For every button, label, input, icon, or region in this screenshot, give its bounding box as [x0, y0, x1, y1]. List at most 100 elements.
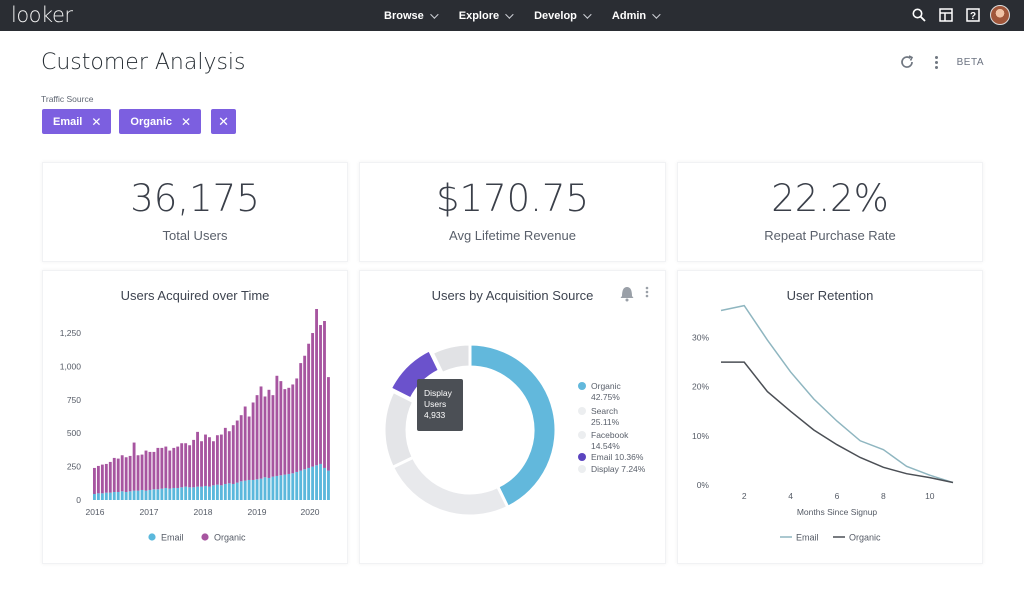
kpi-value: 22.2% — [771, 177, 889, 220]
legend-label: Organic — [849, 533, 881, 543]
bar-email — [156, 489, 160, 500]
bar-email — [243, 480, 247, 500]
refresh-icon[interactable] — [897, 52, 917, 72]
bar-organic — [315, 308, 318, 466]
bar-organic — [96, 465, 100, 494]
bar-email — [124, 491, 128, 500]
bar-email — [223, 483, 227, 500]
legend-label: Facebook — [591, 430, 629, 440]
more-options-icon[interactable] — [645, 286, 649, 298]
nav-admin[interactable]: Admin — [612, 10, 661, 22]
bar-email — [168, 488, 172, 500]
more-options-icon[interactable] — [927, 52, 947, 72]
dashboard-icon[interactable] — [935, 4, 957, 26]
filter-chip-email[interactable]: Email ✕ — [42, 109, 112, 134]
bar-organic — [299, 363, 303, 471]
bar-email — [132, 490, 136, 500]
bar-organic — [156, 447, 160, 490]
tooltip-value: 4,933 — [424, 410, 446, 420]
bar-organic — [227, 431, 231, 484]
y-tick-label: 1,250 — [60, 328, 82, 338]
bar-organic — [200, 441, 203, 487]
bar-email — [295, 471, 299, 500]
bar-email — [215, 484, 219, 500]
tooltip-line: Users — [424, 399, 446, 409]
donut-slice-facebook — [382, 389, 416, 470]
chevron-down-icon — [429, 9, 439, 19]
legend-label: Email 10.36% — [591, 452, 644, 462]
chip-label: Email — [53, 115, 83, 128]
bar-organic — [148, 451, 152, 490]
chevron-down-icon — [505, 9, 514, 19]
legend-value: 14.54% — [591, 441, 620, 451]
bar-email — [148, 489, 152, 500]
search-icon[interactable] — [908, 4, 930, 26]
bar-organic — [231, 425, 235, 484]
clear-filters-button[interactable]: ✕ — [211, 109, 237, 134]
bar-email — [136, 490, 140, 500]
bar-organic — [219, 434, 223, 486]
kpi-tile-total-users: 36,175 Total Users — [42, 162, 348, 262]
bar-email — [283, 474, 287, 500]
bar-email — [120, 491, 124, 500]
bar-email — [323, 467, 326, 500]
bell-icon[interactable] — [620, 287, 634, 302]
kpi-tile-avg-revenue: $170.75 Avg Lifetime Revenue — [359, 162, 666, 262]
bar-organic — [247, 416, 251, 480]
kpi-label: Avg Lifetime Revenue — [449, 228, 576, 243]
header-actions: BETA — [897, 52, 984, 72]
avatar[interactable] — [990, 5, 1010, 25]
y-tick-label: 30% — [692, 333, 709, 343]
bar-email — [247, 479, 251, 500]
bar-organic — [223, 427, 227, 484]
legend-label: Email — [796, 533, 819, 543]
y-tick-label: 500 — [67, 428, 81, 438]
beta-label: BETA — [956, 56, 984, 68]
tile-title: Users Acquired over Time — [120, 288, 270, 303]
nav-explore[interactable]: Explore — [459, 9, 514, 22]
legend-swatch — [578, 453, 586, 461]
tooltip-box — [417, 379, 463, 431]
close-icon[interactable]: ✕ — [91, 114, 102, 129]
bar-organic — [168, 450, 172, 489]
x-tick-label: 4 — [788, 491, 793, 501]
tile-user-retention: User Retention 0% 10% 20% 30% 2 4 6 8 10 Months S… — [677, 270, 983, 564]
y-tick-label: 750 — [67, 395, 81, 405]
legend-label: Organic — [591, 381, 622, 391]
bar-organic — [239, 415, 243, 482]
looker-logo[interactable]: looker — [11, 3, 73, 27]
filter-chip-organic[interactable]: Organic ✕ — [119, 109, 202, 134]
bar-organic — [112, 457, 116, 492]
bar-email — [208, 486, 211, 500]
y-tick-label: 250 — [67, 462, 81, 472]
bar-email — [219, 485, 223, 500]
bar-email — [271, 476, 275, 500]
bar-organic — [295, 378, 299, 472]
bar-organic — [108, 461, 112, 493]
bar-organic — [215, 435, 219, 485]
bar-email — [303, 469, 307, 500]
kpi-value: $170.75 — [435, 177, 589, 220]
top-nav-bar: looker Browse Explore Develop Admin ? — [0, 0, 1024, 31]
kpi-label: Repeat Purchase Rate — [764, 228, 896, 243]
nav-develop[interactable]: Develop — [534, 10, 592, 22]
legend-label: Display 7.24% — [591, 464, 646, 474]
close-icon[interactable]: ✕ — [181, 114, 192, 129]
bar-organic — [287, 387, 291, 474]
line-organic — [721, 361, 954, 484]
bar-email — [212, 485, 215, 500]
bar-email — [140, 489, 144, 500]
bar-email — [204, 485, 207, 500]
bar-organic — [136, 455, 140, 491]
nav-browse[interactable]: Browse — [384, 9, 439, 22]
help-icon[interactable]: ? — [962, 4, 984, 26]
bar-organic — [319, 325, 322, 464]
bar-email — [112, 491, 116, 500]
bar-organic — [251, 402, 255, 480]
bar-email — [279, 475, 283, 500]
bar-organic — [196, 431, 199, 487]
bar-organic — [144, 450, 148, 491]
bar-organic — [93, 467, 96, 494]
bar-email — [192, 487, 196, 500]
